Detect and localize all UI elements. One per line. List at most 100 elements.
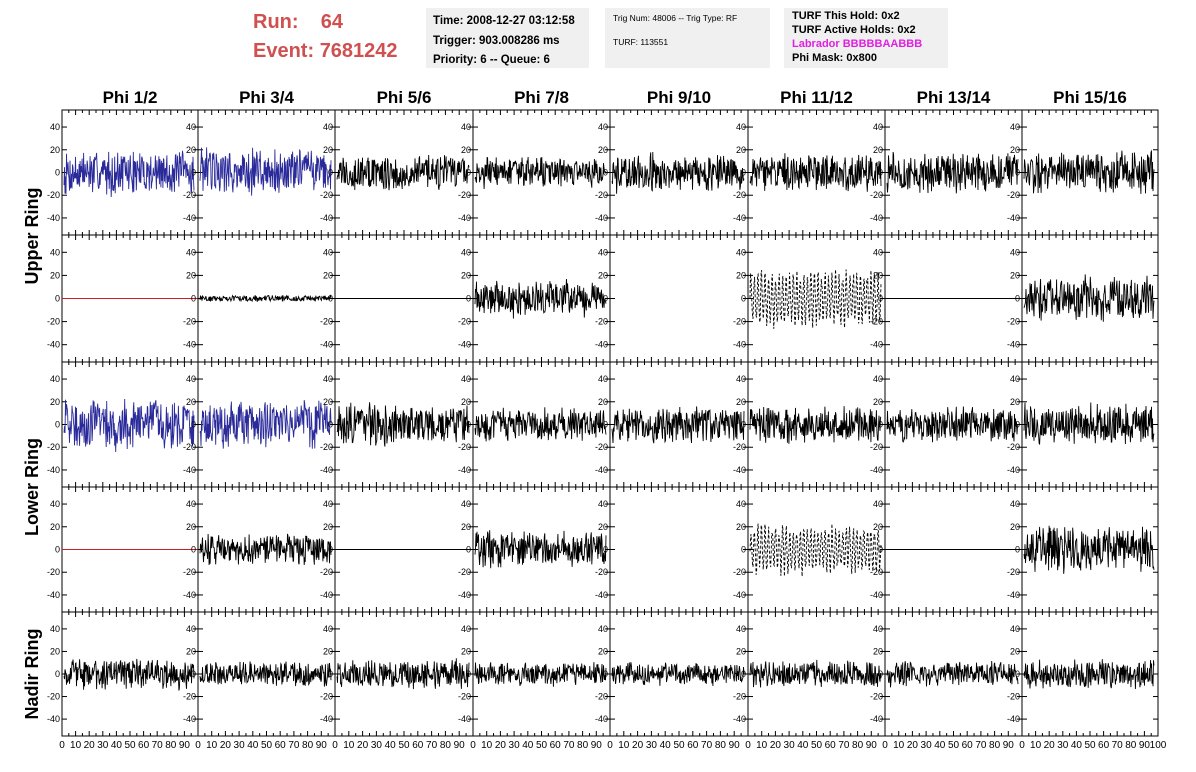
y-tick-label: 40: [461, 624, 471, 634]
x-tick-label: 60: [138, 740, 150, 751]
y-tick-label: 20: [1010, 522, 1020, 532]
y-tick-label: 0: [741, 545, 746, 555]
y-tick-label: 40: [598, 624, 608, 634]
y-tick-label: 40: [50, 374, 60, 384]
y-tick-label: -20: [183, 442, 196, 452]
y-tick-label: 20: [598, 145, 608, 155]
y-tick-label: -40: [458, 590, 471, 600]
waveform-trace: [1023, 402, 1155, 445]
x-tick-label: 0: [882, 740, 888, 751]
waveform-panel: -40 -20 0 20 40: [458, 234, 611, 363]
y-tick-label: -40: [1007, 213, 1020, 223]
time-info-box: Time: 2008-12-27 03:12:58 Trigger: 903.0…: [426, 8, 589, 68]
y-tick-label: 0: [191, 669, 196, 679]
waveform-panel: -40 -20 0 20 40: [733, 109, 886, 236]
y-tick-label: 20: [873, 522, 883, 532]
x-tick-label: 70: [701, 740, 713, 751]
x-tick-label: 60: [412, 740, 424, 751]
trigger-text: Trigger: 903.008286 ms: [433, 34, 560, 47]
y-tick-label: 0: [55, 545, 60, 555]
column-title: Phi 9/10: [647, 88, 711, 107]
y-tick-label: 0: [1015, 420, 1020, 430]
y-tick-label: -40: [870, 590, 883, 600]
y-tick-label: 40: [50, 499, 60, 509]
y-tick-label: -40: [458, 213, 471, 223]
waveform-trace: [199, 400, 332, 449]
x-tick-label: 30: [646, 740, 658, 751]
y-tick-label: 20: [50, 145, 60, 155]
y-tick-label: -20: [870, 567, 883, 577]
y-tick-label: -20: [1007, 317, 1020, 327]
x-tick-label: 70: [975, 740, 987, 751]
y-tick-label: -40: [183, 340, 196, 350]
y-tick-label: -20: [595, 190, 608, 200]
x-tick-label: 30: [784, 740, 796, 751]
y-tick-label: 20: [50, 397, 60, 407]
waveform-panel: -40 -20 0 20 40: [183, 109, 336, 236]
waveform-trace: [611, 151, 745, 194]
y-tick-label: -20: [47, 190, 60, 200]
y-tick-label: 0: [191, 294, 196, 304]
run-label: Run:: [253, 11, 299, 33]
y-tick-label: 40: [461, 374, 471, 384]
y-tick-label: 40: [50, 624, 60, 634]
waveform-panel: -40 -20 0 20 40: [1007, 486, 1159, 613]
y-tick-label: 40: [598, 374, 608, 384]
y-tick-label: 0: [878, 669, 883, 679]
y-tick-label: -20: [458, 190, 471, 200]
y-tick-label: 20: [186, 145, 196, 155]
y-tick-label: 20: [461, 522, 471, 532]
x-tick-label: 20: [357, 740, 369, 751]
y-tick-label: 40: [461, 247, 471, 257]
y-tick-label: 20: [461, 145, 471, 155]
waveform-trace: [1023, 274, 1155, 322]
waveform-panel: -40 -20 0 20 40: [870, 361, 1023, 488]
y-tick-label: 0: [878, 168, 883, 178]
x-tick-label: 50: [1084, 740, 1096, 751]
event-row: Event: 7681242: [253, 37, 398, 66]
x-tick-label: 60: [825, 740, 837, 751]
y-tick-label: 20: [186, 522, 196, 532]
waveform-trace: [199, 661, 332, 687]
x-tick-label: 40: [660, 740, 672, 751]
x-tick-label: 50: [398, 740, 410, 751]
y-tick-label: 40: [323, 122, 333, 132]
y-tick-label: -40: [47, 340, 60, 350]
x-tick-label: 80: [302, 740, 314, 751]
x-tick-label: 90: [316, 740, 328, 751]
y-tick-label: 20: [461, 646, 471, 656]
x-tick-label: 10: [343, 740, 355, 751]
x-tick-label: 30: [234, 740, 246, 751]
y-tick-label: -20: [183, 190, 196, 200]
run-value: 64: [320, 11, 344, 33]
y-tick-label: -40: [1007, 340, 1020, 350]
x-tick-label: 20: [770, 740, 782, 751]
y-tick-label: 0: [1015, 294, 1020, 304]
y-tick-label: 20: [50, 270, 60, 280]
y-tick-label: 20: [50, 522, 60, 532]
y-tick-label: -20: [733, 692, 746, 702]
waveform-panel: -40 -20 0 20 40: [47, 234, 199, 363]
y-tick-label: 0: [55, 420, 60, 430]
y-tick-label: 40: [873, 374, 883, 384]
panel-frame: [609, 486, 749, 613]
x-tick-label: 50: [124, 740, 136, 751]
waveform-trace: [63, 150, 195, 198]
y-tick-label: 0: [55, 669, 60, 679]
y-tick-label: -20: [320, 442, 333, 452]
y-tick-label: -20: [595, 692, 608, 702]
y-tick-label: -20: [47, 442, 60, 452]
waveform-trace: [611, 662, 745, 687]
waveform-panel: -40 -20 0 20 40: [183, 361, 336, 488]
x-tick-label: 80: [1125, 740, 1137, 751]
y-tick-label: 0: [603, 545, 608, 555]
waveform-trace: [474, 278, 607, 319]
waveform-panel: -40 -20 0 20 40: [183, 611, 336, 737]
y-tick-label: -20: [1007, 567, 1020, 577]
y-tick-label: 20: [736, 145, 746, 155]
x-tick-label: 60: [275, 740, 287, 751]
y-tick-label: 20: [323, 145, 333, 155]
x-tick-label: 80: [989, 740, 1001, 751]
x-tick-label: 40: [934, 740, 946, 751]
x-tick-label: 90: [866, 740, 878, 751]
